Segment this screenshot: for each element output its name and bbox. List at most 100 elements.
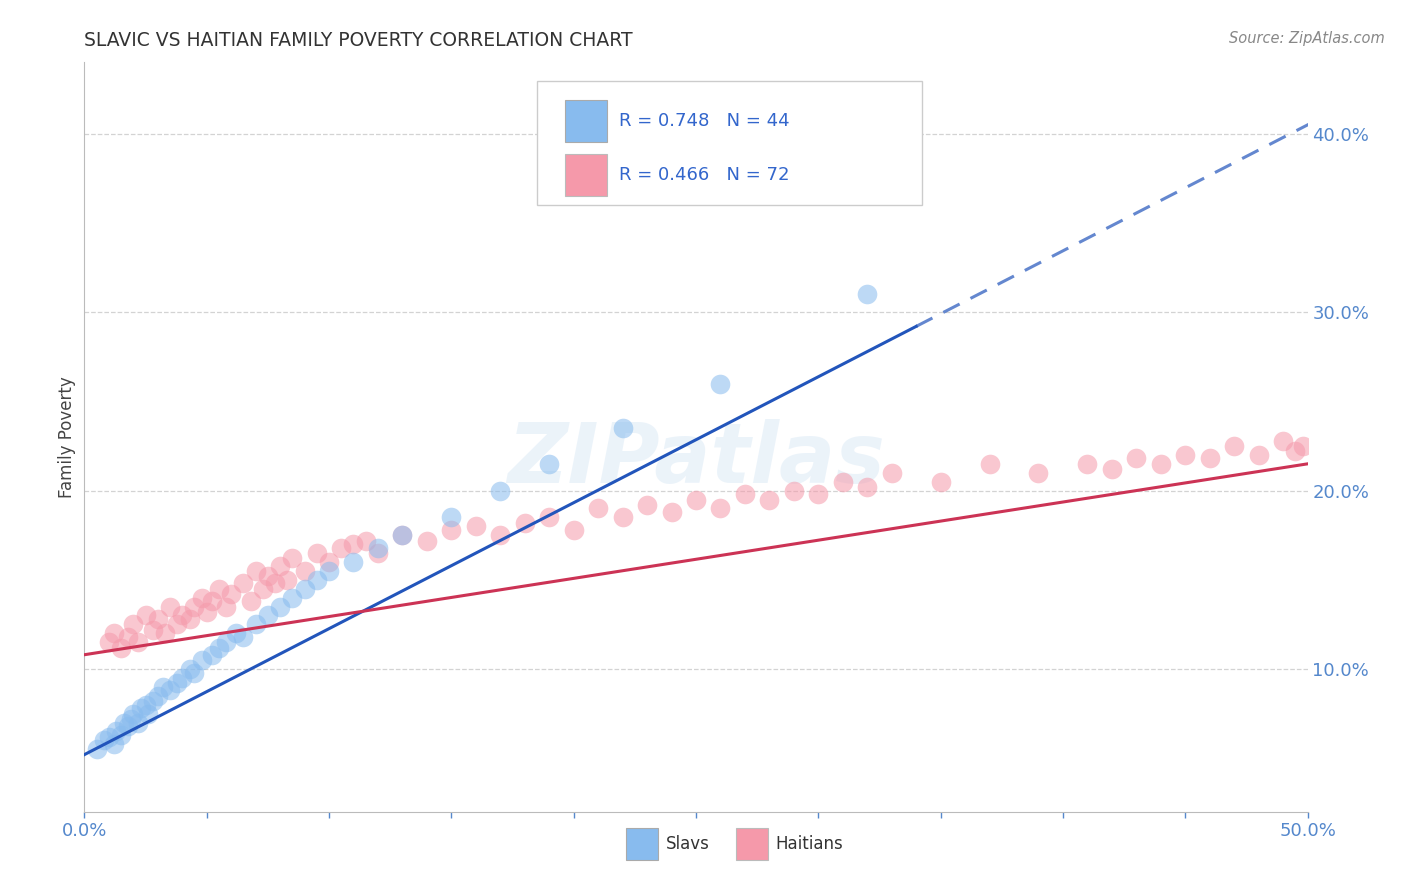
Point bbox=[783, 483, 806, 498]
Point bbox=[103, 737, 125, 751]
Point bbox=[367, 541, 389, 555]
Point bbox=[219, 587, 242, 601]
Text: Haitians: Haitians bbox=[776, 835, 844, 853]
Point bbox=[127, 635, 149, 649]
Point bbox=[318, 555, 340, 569]
Point bbox=[1223, 439, 1246, 453]
Point bbox=[127, 715, 149, 730]
Point bbox=[281, 591, 304, 605]
Point bbox=[661, 505, 683, 519]
Point bbox=[146, 689, 169, 703]
Point bbox=[269, 599, 291, 614]
Point bbox=[294, 582, 316, 596]
Point bbox=[257, 569, 280, 583]
Point bbox=[135, 698, 157, 712]
Point bbox=[489, 528, 512, 542]
Point bbox=[120, 712, 142, 726]
Point bbox=[489, 483, 512, 498]
Point bbox=[172, 671, 194, 685]
Point bbox=[685, 492, 707, 507]
Point bbox=[93, 733, 115, 747]
Point bbox=[183, 599, 205, 614]
Point bbox=[709, 376, 731, 391]
Point bbox=[208, 640, 231, 655]
Point bbox=[136, 706, 159, 721]
Point bbox=[200, 648, 222, 662]
Point bbox=[929, 475, 952, 489]
Point bbox=[1150, 457, 1173, 471]
Point bbox=[172, 608, 194, 623]
Point bbox=[200, 594, 222, 608]
Point bbox=[1272, 434, 1295, 448]
Point bbox=[195, 605, 218, 619]
Point bbox=[239, 594, 262, 608]
Point bbox=[1292, 439, 1315, 453]
Point bbox=[152, 680, 174, 694]
Point bbox=[807, 487, 830, 501]
Point bbox=[391, 528, 413, 542]
Point bbox=[86, 742, 108, 756]
Text: ZIPatlas: ZIPatlas bbox=[508, 419, 884, 500]
Point bbox=[305, 573, 328, 587]
Point bbox=[831, 475, 853, 489]
Text: Slavs: Slavs bbox=[665, 835, 709, 853]
Point bbox=[146, 612, 169, 626]
Point bbox=[1028, 466, 1050, 480]
Point bbox=[440, 510, 463, 524]
Point bbox=[538, 510, 561, 524]
Point bbox=[135, 608, 157, 623]
Point bbox=[179, 612, 201, 626]
Point bbox=[117, 719, 139, 733]
Point bbox=[166, 676, 188, 690]
Point bbox=[191, 591, 214, 605]
Point bbox=[440, 523, 463, 537]
Point bbox=[709, 501, 731, 516]
Point bbox=[318, 564, 340, 578]
Point bbox=[1101, 462, 1123, 476]
Text: R = 0.748   N = 44: R = 0.748 N = 44 bbox=[619, 112, 790, 130]
Point bbox=[342, 537, 364, 551]
Point bbox=[232, 630, 254, 644]
Text: R = 0.466   N = 72: R = 0.466 N = 72 bbox=[619, 166, 789, 184]
Point bbox=[1198, 451, 1220, 466]
Point bbox=[208, 582, 231, 596]
Point bbox=[215, 599, 238, 614]
Point bbox=[264, 576, 287, 591]
Y-axis label: Family Poverty: Family Poverty bbox=[58, 376, 76, 498]
Point bbox=[179, 662, 201, 676]
Point bbox=[1247, 448, 1270, 462]
Point bbox=[225, 626, 247, 640]
Point bbox=[562, 523, 585, 537]
Point bbox=[110, 640, 132, 655]
Point bbox=[105, 724, 128, 739]
Point bbox=[636, 498, 658, 512]
Point bbox=[856, 287, 879, 301]
Point bbox=[856, 480, 879, 494]
FancyBboxPatch shape bbox=[565, 100, 606, 142]
Point bbox=[183, 665, 205, 680]
Point bbox=[354, 533, 377, 548]
Point bbox=[257, 608, 280, 623]
Point bbox=[586, 501, 609, 516]
Point bbox=[513, 516, 536, 530]
Point bbox=[1174, 448, 1197, 462]
Point bbox=[232, 576, 254, 591]
Point bbox=[612, 510, 634, 524]
FancyBboxPatch shape bbox=[537, 81, 922, 205]
Point bbox=[391, 528, 413, 542]
Point bbox=[122, 617, 145, 632]
Point bbox=[191, 653, 214, 667]
Point bbox=[117, 630, 139, 644]
Point bbox=[305, 546, 328, 560]
Point bbox=[342, 555, 364, 569]
Point bbox=[1284, 444, 1306, 458]
Point bbox=[281, 551, 304, 566]
Text: Source: ZipAtlas.com: Source: ZipAtlas.com bbox=[1229, 31, 1385, 46]
FancyBboxPatch shape bbox=[626, 828, 658, 860]
Point bbox=[245, 617, 267, 632]
Point bbox=[159, 683, 181, 698]
Point bbox=[122, 706, 145, 721]
Point bbox=[416, 533, 439, 548]
Point bbox=[330, 541, 353, 555]
Point bbox=[538, 457, 561, 471]
